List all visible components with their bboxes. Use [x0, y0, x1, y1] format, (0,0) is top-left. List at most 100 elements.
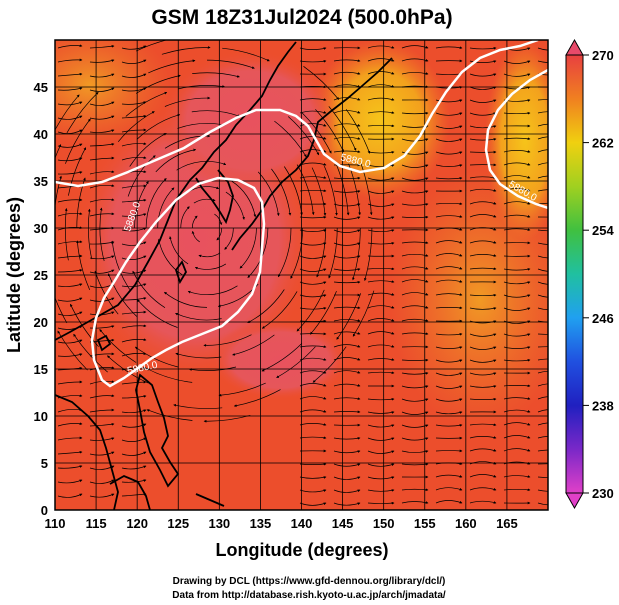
colorbar-tick-label: 246 [592, 311, 614, 326]
streamline [435, 487, 463, 491]
y-tick-label: 35 [34, 174, 48, 189]
coast-newguinea [195, 493, 225, 507]
streamline [333, 397, 361, 400]
streamline [367, 411, 395, 414]
coastlines [55, 41, 393, 510]
streamline [121, 59, 147, 64]
streamline [401, 203, 429, 206]
streamline [537, 294, 548, 298]
streamline [503, 201, 531, 205]
streamline [503, 333, 531, 337]
streamline [333, 489, 361, 493]
streamline [191, 215, 198, 229]
streamline [537, 255, 548, 259]
streamline [469, 60, 497, 63]
streamline [214, 213, 223, 226]
streamline [469, 137, 497, 141]
streamline [401, 292, 429, 296]
streamline [503, 422, 531, 426]
streamline [503, 267, 531, 271]
streamline [367, 111, 395, 114]
streamline [469, 73, 497, 77]
credit-drawing: Drawing by DCL (https://www.gfd-dennou.o… [173, 576, 446, 587]
streamline [299, 294, 327, 298]
streamline [299, 229, 327, 232]
streamline [333, 383, 361, 387]
streamline [401, 58, 429, 62]
streamline [121, 213, 147, 217]
colorbar-tick-label: 262 [592, 136, 614, 151]
streamline [360, 162, 373, 216]
streamline [299, 189, 327, 193]
streamline [121, 142, 147, 147]
streamline [55, 144, 62, 160]
streamline [469, 240, 497, 244]
colorbar: 230 238 246 254 262 270 [565, 38, 614, 510]
streamline [537, 422, 548, 426]
x-tick-label: 135 [250, 516, 272, 531]
streamline [89, 170, 115, 175]
streamline [117, 111, 155, 143]
streamline [333, 344, 361, 348]
streamline [87, 208, 93, 260]
y-tick-label: 5 [41, 456, 48, 471]
streamline [537, 111, 548, 114]
streamline [57, 269, 83, 273]
streamline [89, 437, 115, 441]
streamline [435, 125, 463, 129]
streamline [121, 366, 147, 371]
streamline [89, 212, 115, 217]
x-tick-label: 150 [373, 516, 395, 531]
streamline [469, 46, 497, 50]
streamline [121, 297, 147, 301]
streamline [134, 181, 149, 229]
streamline [469, 423, 497, 427]
streamline [299, 345, 327, 349]
streamline [435, 500, 463, 504]
streamline [299, 502, 327, 506]
streamline [57, 143, 83, 148]
streamline [73, 333, 108, 373]
streamline [192, 35, 239, 38]
streamline [469, 372, 497, 376]
streamline [89, 394, 115, 399]
streamline [132, 270, 166, 308]
streamline [401, 305, 429, 309]
streamline [503, 150, 531, 153]
streamline [469, 436, 497, 439]
streamline [503, 162, 531, 166]
streamline [89, 101, 115, 106]
streamline [401, 215, 429, 219]
streamline [299, 281, 327, 285]
streamline [435, 385, 463, 389]
streamline [57, 212, 83, 217]
streamline [333, 190, 361, 193]
streamline [503, 214, 531, 218]
streamline [401, 266, 429, 270]
streamline [469, 254, 497, 257]
streamline [89, 115, 115, 120]
streamline [401, 372, 429, 375]
streamline [175, 312, 222, 321]
streamline [537, 436, 548, 439]
streamline [333, 71, 361, 75]
streamline [503, 281, 531, 285]
streamline [164, 291, 208, 308]
streamline [537, 396, 548, 400]
streamline [367, 358, 395, 361]
streamline [333, 502, 361, 506]
streamline [435, 372, 463, 376]
streamline [180, 206, 190, 229]
streamline [333, 84, 361, 88]
streamline [333, 255, 361, 259]
streamline [435, 306, 463, 310]
streamline [309, 290, 337, 335]
streamline [57, 436, 83, 441]
coast-korea [195, 169, 234, 225]
streamline [299, 110, 327, 114]
y-axis-label: Latitude (degrees) [4, 197, 24, 353]
streamline [367, 280, 395, 283]
streamline [89, 422, 115, 427]
streamline [299, 242, 327, 246]
streamline [401, 385, 429, 389]
